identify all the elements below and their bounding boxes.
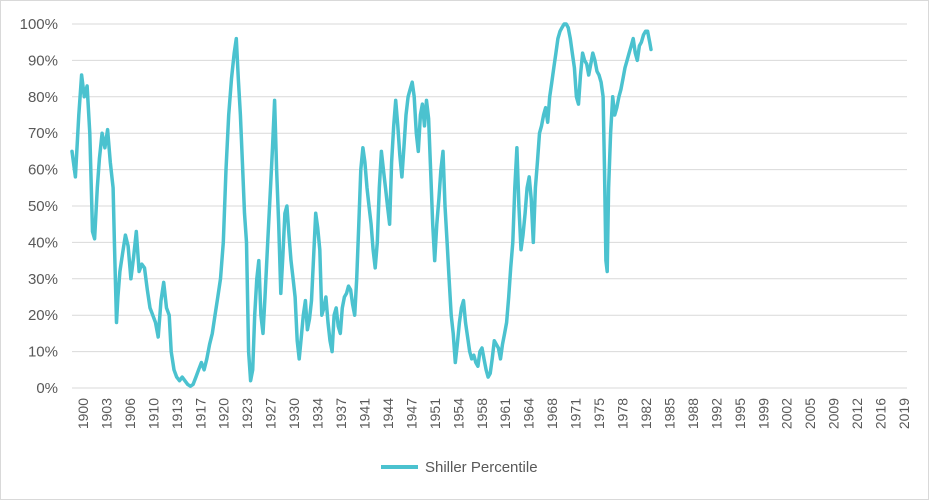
x-tick-label: 1937: [333, 398, 349, 429]
x-tick-label: 1910: [145, 398, 161, 429]
x-axis-tick-labels: 1900 1903 1906 1910 1913 1917 1920 1923 1927 1930…: [75, 398, 912, 429]
x-tick-label: 1982: [638, 398, 654, 429]
x-tick-label: 1988: [685, 398, 701, 429]
series-line-shiller-percentile: [70, 22, 653, 388]
legend-label: Shiller Percentile: [425, 459, 538, 476]
x-tick-label: 2019: [896, 398, 912, 429]
x-tick-label: 1920: [216, 398, 232, 429]
x-tick-label: 1975: [591, 398, 607, 429]
x-tick-label: 1917: [192, 398, 208, 429]
x-tick-label: 2016: [873, 398, 889, 429]
x-tick-label: 1930: [286, 398, 302, 429]
x-tick-label: 1985: [661, 398, 677, 429]
y-tick-label: 50%: [28, 198, 58, 215]
x-tick-label: 1968: [544, 398, 560, 429]
x-tick-label: 1903: [98, 398, 114, 429]
x-tick-label: 2012: [849, 398, 865, 429]
x-tick-label: 1927: [263, 398, 279, 429]
y-tick-label: 90%: [28, 52, 58, 69]
x-tick-label: 1944: [380, 398, 396, 429]
x-tick-label: 1951: [427, 398, 443, 429]
x-tick-label: 1964: [521, 398, 537, 429]
y-tick-label: 40%: [28, 234, 58, 251]
x-tick-label: 1958: [474, 398, 490, 429]
x-tick-label: 1923: [239, 398, 255, 429]
x-tick-label: 1992: [708, 398, 724, 429]
x-tick-label: 1934: [310, 398, 326, 429]
x-tick-label: 1999: [755, 398, 771, 429]
x-tick-label: 2005: [802, 398, 818, 429]
series-group: [70, 22, 653, 388]
y-tick-label: 60%: [28, 162, 58, 179]
x-tick-label: 1961: [497, 398, 513, 429]
x-tick-label: 2009: [826, 398, 842, 429]
y-tick-label: 30%: [28, 271, 58, 288]
x-tick-label: 2002: [779, 398, 795, 429]
x-tick-label: 1900: [75, 398, 91, 429]
x-tick-label: 1913: [169, 398, 185, 429]
y-tick-label: 70%: [28, 125, 58, 142]
y-tick-label: 20%: [28, 307, 58, 324]
y-tick-label: 10%: [28, 344, 58, 361]
x-tick-label: 1995: [732, 398, 748, 429]
y-axis-tick-labels: 0% 10% 20% 30% 40% 50% 60% 70% 80% 90% 100%: [20, 16, 58, 397]
y-tick-label: 0%: [36, 380, 58, 397]
y-tick-label: 100%: [20, 16, 58, 33]
x-tick-label: 1941: [356, 398, 372, 429]
y-tick-label: 80%: [28, 89, 58, 106]
gridlines: [72, 23, 907, 389]
x-tick-label: 1947: [403, 398, 419, 429]
x-tick-label: 1971: [568, 398, 584, 429]
legend: Shiller Percentile: [381, 459, 538, 476]
x-tick-label: 1954: [450, 398, 466, 429]
x-tick-label: 1906: [122, 398, 138, 429]
x-tick-label: 1978: [615, 398, 631, 429]
